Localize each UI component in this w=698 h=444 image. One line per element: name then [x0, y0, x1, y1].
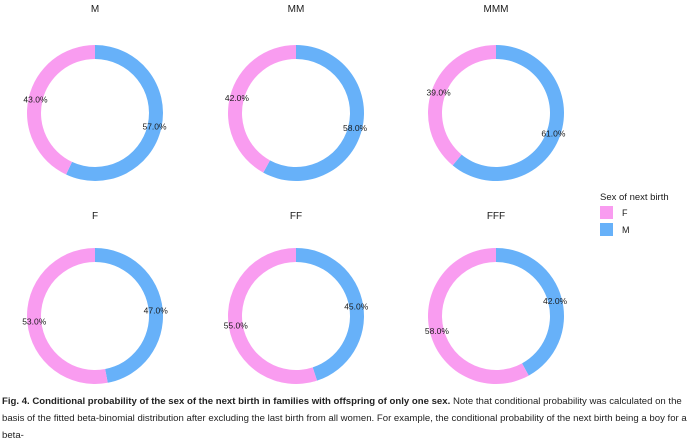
donut-panel-MMM: MMM 61.0% 39.0%	[427, 4, 566, 181]
slice-MMM-F	[428, 44, 496, 166]
donut-panel-FFF: FFF 42.0% 58.0%	[425, 211, 568, 384]
slice-label-FF-F: 55.0%	[224, 321, 249, 331]
panel-title-FF: FF	[290, 211, 302, 222]
figure-caption: Fig. 4. Conditional probability of the s…	[2, 393, 696, 444]
donut-panel-MM: MM 58.0% 42.0%	[225, 4, 368, 181]
legend-swatch-F	[600, 206, 613, 219]
legend-label-F: F	[622, 208, 628, 218]
panel-title-F: F	[92, 211, 98, 222]
panel-title-M: M	[91, 4, 99, 15]
slice-FFF-M	[496, 248, 564, 376]
donut-panel-F: F 47.0% 53.0%	[22, 211, 168, 384]
slice-FF-F	[228, 248, 318, 385]
donut-panel-M: M 57.0% 43.0%	[23, 4, 167, 181]
slice-M-M	[66, 45, 163, 181]
panel-title-MM: MM	[288, 4, 305, 15]
slice-label-MMM-F: 39.0%	[427, 87, 452, 97]
legend: Sex of next birth FM	[600, 192, 669, 236]
slice-label-M-F: 43.0%	[23, 95, 48, 105]
slice-MM-F	[228, 45, 296, 173]
slice-label-MM-M: 58.0%	[343, 123, 368, 133]
slice-label-FF-M: 45.0%	[344, 301, 369, 311]
slice-label-F-M: 47.0%	[144, 305, 169, 315]
slice-FFF-F	[428, 248, 529, 384]
legend-swatch-M	[600, 223, 613, 236]
slice-MMM-M	[452, 45, 564, 181]
slice-M-F	[26, 45, 95, 175]
caption-bold: Fig. 4. Conditional probability of the s…	[2, 396, 451, 407]
slice-FF-M	[296, 248, 364, 381]
slice-label-F-F: 53.0%	[22, 317, 47, 327]
panel-title-MMM: MMM	[484, 4, 509, 15]
panel-title-FFF: FFF	[487, 211, 505, 222]
donut-chart-figure: M 57.0% 43.0% MM 58.0% 42.0% MMM 61.0% 39.0% F 47.…	[22, 4, 669, 385]
legend-label-M: M	[622, 225, 630, 235]
slice-label-MM-F: 42.0%	[225, 93, 250, 103]
slice-MM-M	[263, 45, 364, 181]
slice-F-M	[95, 248, 163, 383]
slice-label-FFF-F: 58.0%	[425, 326, 450, 336]
legend-title: Sex of next birth	[600, 192, 669, 203]
slice-label-MMM-M: 61.0%	[541, 129, 566, 139]
donut-panel-FF: FF 45.0% 55.0%	[224, 211, 369, 385]
slice-label-M-M: 57.0%	[142, 121, 167, 131]
slice-F-F	[26, 247, 108, 384]
slice-label-FFF-M: 42.0%	[543, 296, 568, 306]
